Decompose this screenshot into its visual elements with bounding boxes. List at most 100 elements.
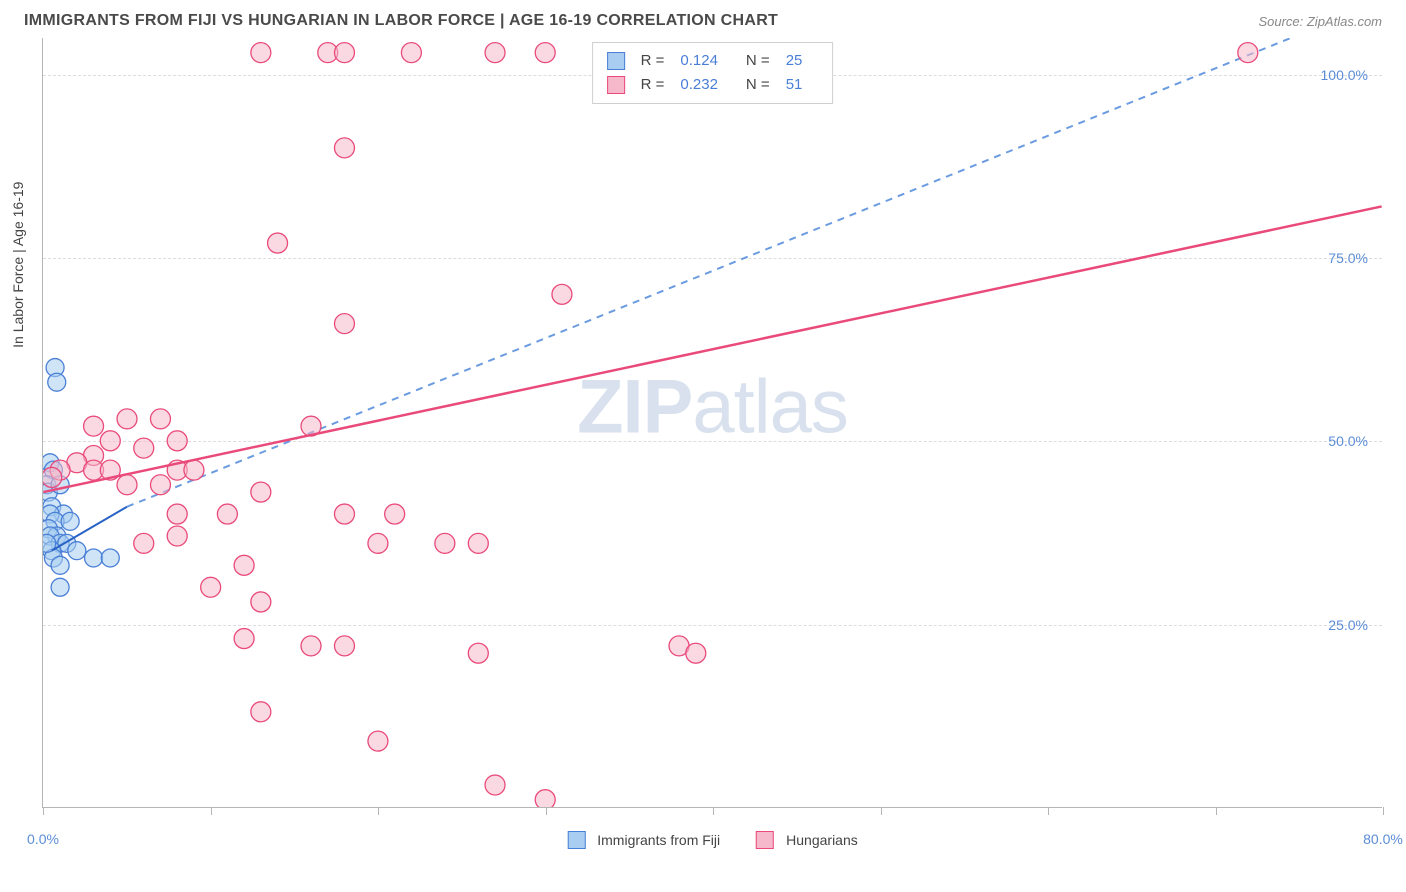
scatter-point	[51, 534, 69, 552]
y-tick-label: 75.0%	[1328, 250, 1368, 266]
scatter-point	[48, 373, 66, 391]
scatter-point	[48, 527, 66, 545]
x-tick	[1048, 807, 1049, 815]
r-label: R =	[641, 49, 665, 73]
scatter-point	[43, 534, 56, 552]
scatter-point	[58, 534, 76, 552]
x-tick	[546, 807, 547, 815]
scatter-point	[61, 512, 79, 530]
scatter-point	[552, 284, 572, 304]
legend-swatch	[567, 831, 585, 849]
trend-line-extended	[127, 38, 1291, 507]
x-tick	[1383, 807, 1384, 815]
scatter-point	[251, 702, 271, 722]
scatter-point	[334, 43, 354, 63]
scatter-point	[251, 482, 271, 502]
scatter-point	[43, 454, 59, 472]
scatter-point	[117, 409, 137, 429]
scatter-point	[43, 498, 61, 516]
scatter-point	[51, 476, 69, 494]
x-tick	[43, 807, 44, 815]
scatter-point	[101, 549, 119, 567]
scatter-point	[50, 460, 70, 480]
watermark-bold: ZIP	[577, 365, 692, 450]
scatter-point	[468, 643, 488, 663]
scatter-point	[44, 461, 62, 479]
scatter-point	[134, 533, 154, 553]
watermark: ZIPatlas	[577, 364, 848, 451]
x-tick-label: 0.0%	[27, 831, 59, 847]
scatter-point	[268, 233, 288, 253]
scatter-point	[54, 505, 72, 523]
scatter-point	[1238, 43, 1258, 63]
scatter-point	[485, 43, 505, 63]
legend-label: Immigrants from Fiji	[597, 832, 720, 848]
scatter-point	[201, 577, 221, 597]
scatter-point	[535, 43, 555, 63]
chart-header: IMMIGRANTS FROM FIJI VS HUNGARIAN IN LAB…	[0, 0, 1406, 38]
scatter-point	[67, 453, 87, 473]
legend-stat-row: R = 0.124 N = 25	[607, 49, 819, 73]
scatter-point	[468, 533, 488, 553]
scatter-point	[401, 43, 421, 63]
scatter-point	[68, 542, 86, 560]
scatter-point	[301, 636, 321, 656]
watermark-light: atlas	[692, 365, 848, 450]
scatter-point	[43, 476, 56, 494]
r-value: 0.124	[680, 49, 718, 73]
scatter-point	[43, 520, 57, 538]
scatter-point	[318, 43, 338, 63]
scatter-point	[435, 533, 455, 553]
scatter-point	[251, 592, 271, 612]
n-value: 25	[786, 49, 803, 73]
scatter-point	[234, 629, 254, 649]
gridline-h	[43, 625, 1382, 626]
x-tick-label: 80.0%	[1363, 831, 1403, 847]
scatter-point	[84, 460, 104, 480]
scatter-point	[43, 505, 59, 523]
scatter-point	[46, 512, 64, 530]
plot-area: ZIPatlas R =0.124N =25R =0.232N =51 Immi…	[42, 38, 1382, 808]
scatter-point	[334, 504, 354, 524]
scatter-point	[44, 549, 62, 567]
scatter-point	[167, 460, 187, 480]
scatter-point	[368, 533, 388, 553]
scatter-point	[85, 549, 103, 567]
x-tick	[713, 807, 714, 815]
scatter-point	[117, 475, 137, 495]
scatter-point	[385, 504, 405, 524]
scatter-point	[669, 636, 689, 656]
trend-line	[43, 206, 1381, 492]
scatter-point	[368, 731, 388, 751]
scatter-point	[535, 790, 555, 807]
scatter-point	[43, 467, 62, 487]
y-axis-label: In Labor Force | Age 16-19	[10, 182, 26, 348]
legend-swatch	[756, 831, 774, 849]
gridline-h	[43, 441, 1382, 442]
scatter-point	[334, 138, 354, 158]
scatter-point	[84, 416, 104, 436]
scatter-point	[46, 359, 64, 377]
scatter-point	[485, 775, 505, 795]
gridline-h	[43, 258, 1382, 259]
scatter-svg	[43, 38, 1382, 807]
legend-swatch	[607, 76, 625, 94]
x-tick	[1216, 807, 1217, 815]
chart-title: IMMIGRANTS FROM FIJI VS HUNGARIAN IN LAB…	[24, 12, 778, 30]
x-tick	[378, 807, 379, 815]
scatter-point	[234, 555, 254, 575]
n-value: 51	[786, 73, 803, 97]
scatter-point	[217, 504, 237, 524]
scatter-point	[686, 643, 706, 663]
scatter-point	[51, 556, 69, 574]
scatter-point	[43, 483, 57, 501]
n-label: N =	[746, 73, 770, 97]
x-tick	[211, 807, 212, 815]
r-label: R =	[641, 73, 665, 97]
n-label: N =	[746, 49, 770, 73]
legend-stats: R =0.124N =25R =0.232N =51	[592, 42, 834, 104]
scatter-point	[301, 416, 321, 436]
legend-item: Immigrants from Fiji	[567, 831, 720, 849]
scatter-point	[43, 527, 59, 545]
scatter-point	[150, 409, 170, 429]
